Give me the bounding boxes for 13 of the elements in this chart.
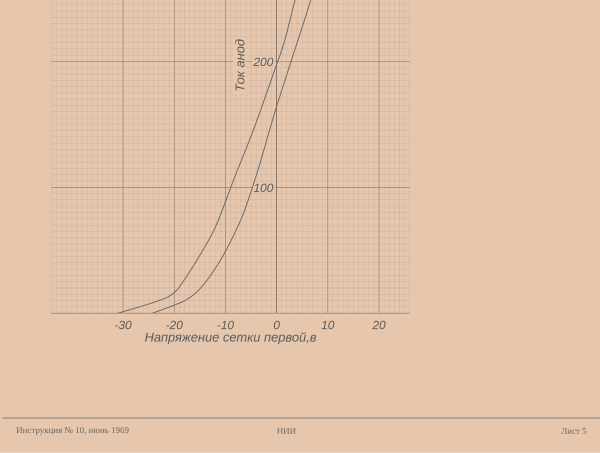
x-tick-label: -10 [217,320,234,330]
y-axis-title: Ток анод [235,39,245,91]
text: Лист 5 [561,428,586,434]
x-tick-label: 10 [322,320,334,330]
x-tick-label: 0 [274,320,280,330]
y-tick-label: 100 [254,184,274,192]
x-tick-label: -30 [115,320,132,330]
x-tick-label: -20 [166,320,183,330]
text: Инструкция № 10, июнь 1969 [16,427,129,435]
x-axis-title: Напряжение сетки первой,в [144,332,316,344]
y-tick-label: 200 [253,58,274,66]
x-tick-label: 20 [372,320,386,330]
text: НИИ [277,428,296,434]
